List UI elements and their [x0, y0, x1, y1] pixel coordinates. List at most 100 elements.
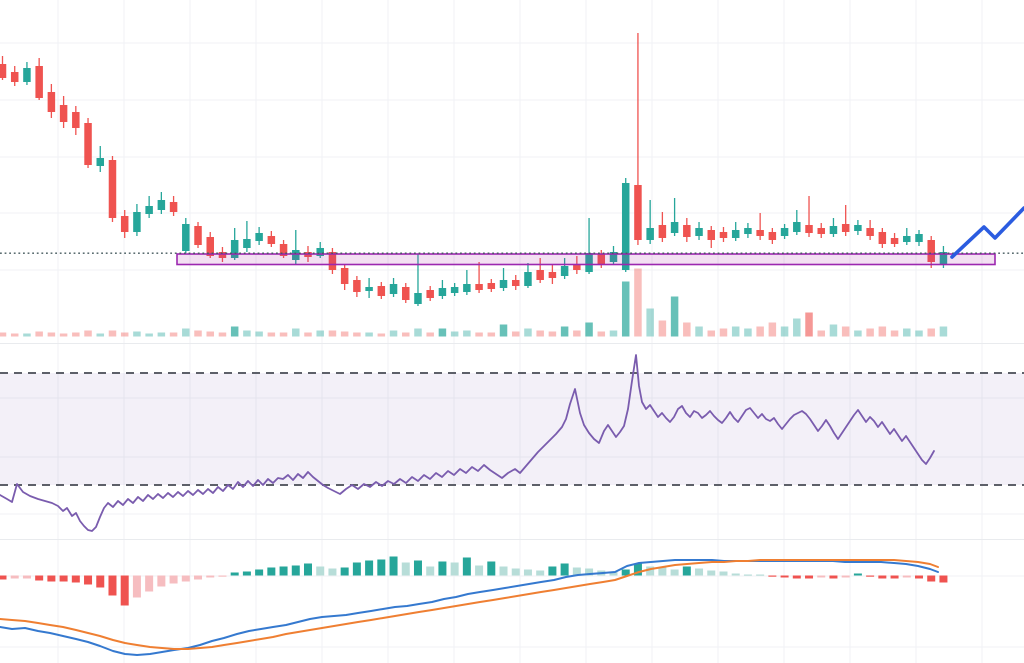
volume-bar — [279, 332, 288, 337]
volume-bar — [621, 281, 630, 337]
candle-body — [475, 284, 483, 290]
candle-body — [548, 272, 557, 278]
candle-body — [829, 226, 838, 234]
macd-histogram-bar — [621, 569, 630, 576]
macd-histogram-bar — [572, 567, 581, 576]
candle-body — [402, 287, 410, 300]
macd-histogram-bar — [902, 575, 911, 578]
candle-body — [365, 287, 373, 291]
candle-body — [0, 64, 7, 78]
volume-bar — [854, 330, 862, 337]
volume-bar — [59, 333, 68, 337]
macd-histogram-bar — [304, 563, 312, 576]
candle-body — [866, 228, 874, 236]
macd-pane — [0, 556, 948, 656]
candle-body — [340, 268, 349, 284]
volume-bar — [499, 324, 508, 337]
macd-histogram-bar — [695, 568, 704, 576]
macd-histogram-bar — [878, 575, 887, 579]
macd-histogram-bar — [707, 570, 716, 576]
macd-histogram-bar — [719, 571, 728, 576]
candle-body — [108, 160, 117, 218]
candle-body — [524, 272, 532, 286]
candle-body — [707, 230, 716, 240]
macd-histogram-bar — [401, 562, 410, 576]
candle-body — [817, 228, 825, 234]
volume-bar — [389, 330, 398, 337]
volume-bar — [463, 330, 471, 337]
macd-histogram-bar — [658, 567, 667, 576]
candle-body — [194, 226, 202, 245]
volume-bar — [402, 332, 410, 337]
volume-bar — [120, 332, 129, 337]
macd-histogram-bar — [291, 565, 300, 576]
macd-histogram-bar — [426, 566, 435, 576]
volume-bar — [426, 332, 434, 337]
candle-body — [96, 158, 105, 166]
volume-bar — [878, 326, 887, 337]
macd-histogram-bar — [47, 575, 56, 582]
volume-bar — [292, 328, 300, 337]
macd-histogram-bar — [230, 572, 239, 576]
macd-histogram-bar — [413, 560, 422, 576]
candle-body — [157, 200, 166, 210]
macd-histogram-bar — [768, 575, 777, 577]
volume-bar — [182, 328, 190, 337]
candle-body — [573, 264, 581, 270]
candle-body — [23, 68, 31, 82]
macd-histogram-bar — [511, 568, 520, 576]
candle-body — [243, 239, 251, 248]
candle-body — [377, 286, 386, 296]
macd-histogram-bar — [731, 573, 740, 576]
macd-histogram-bar — [22, 575, 31, 579]
volume-bar — [548, 331, 557, 337]
candle-body — [206, 237, 214, 256]
candle-body — [890, 238, 899, 244]
candle-body — [267, 236, 276, 244]
volume-bar — [377, 333, 386, 337]
macd-histogram-bar — [560, 563, 569, 576]
volume-bar — [340, 331, 349, 337]
candle-body — [585, 253, 593, 272]
volume-bar — [829, 324, 838, 337]
macd-histogram-bar — [475, 565, 484, 576]
macd-histogram-bar — [817, 575, 826, 578]
macd-histogram-bar — [365, 560, 374, 576]
macd-histogram-bar — [206, 575, 215, 578]
macd-histogram-bar — [242, 571, 251, 576]
macd-histogram-bar — [96, 575, 105, 588]
volume-bar — [23, 333, 31, 337]
volume-bar — [670, 296, 679, 337]
candle-body — [927, 240, 935, 262]
macd-histogram-bar — [181, 575, 190, 582]
candle-body — [731, 230, 740, 238]
volume-bar — [133, 331, 141, 337]
macd-histogram-bar — [132, 575, 141, 598]
volume-bar — [903, 328, 911, 337]
candle-body — [279, 244, 288, 256]
macd-histogram-bar — [438, 561, 447, 576]
volume-bar — [96, 333, 105, 337]
macd-histogram-bar — [646, 566, 655, 576]
volume-bar — [438, 328, 447, 337]
candle-body — [939, 252, 948, 264]
macd-histogram-bar — [548, 566, 557, 576]
macd-histogram-bar — [853, 573, 862, 576]
candle-body — [780, 228, 789, 236]
volume-bar — [206, 331, 214, 337]
macd-histogram-bar — [145, 575, 154, 592]
volume-bar — [243, 330, 251, 337]
candle-body — [292, 250, 300, 260]
macd-histogram-bar — [218, 575, 227, 577]
candle-body — [499, 280, 508, 288]
candle-body — [805, 225, 813, 233]
candle-body — [389, 284, 398, 294]
macd-histogram-bar — [939, 575, 948, 583]
candle-body — [230, 240, 239, 258]
volume-bar — [84, 330, 92, 337]
volume-bar — [719, 328, 728, 337]
volume-bar — [304, 332, 312, 337]
macd-histogram-bar — [71, 575, 80, 583]
macd-histogram-bar — [585, 568, 594, 576]
